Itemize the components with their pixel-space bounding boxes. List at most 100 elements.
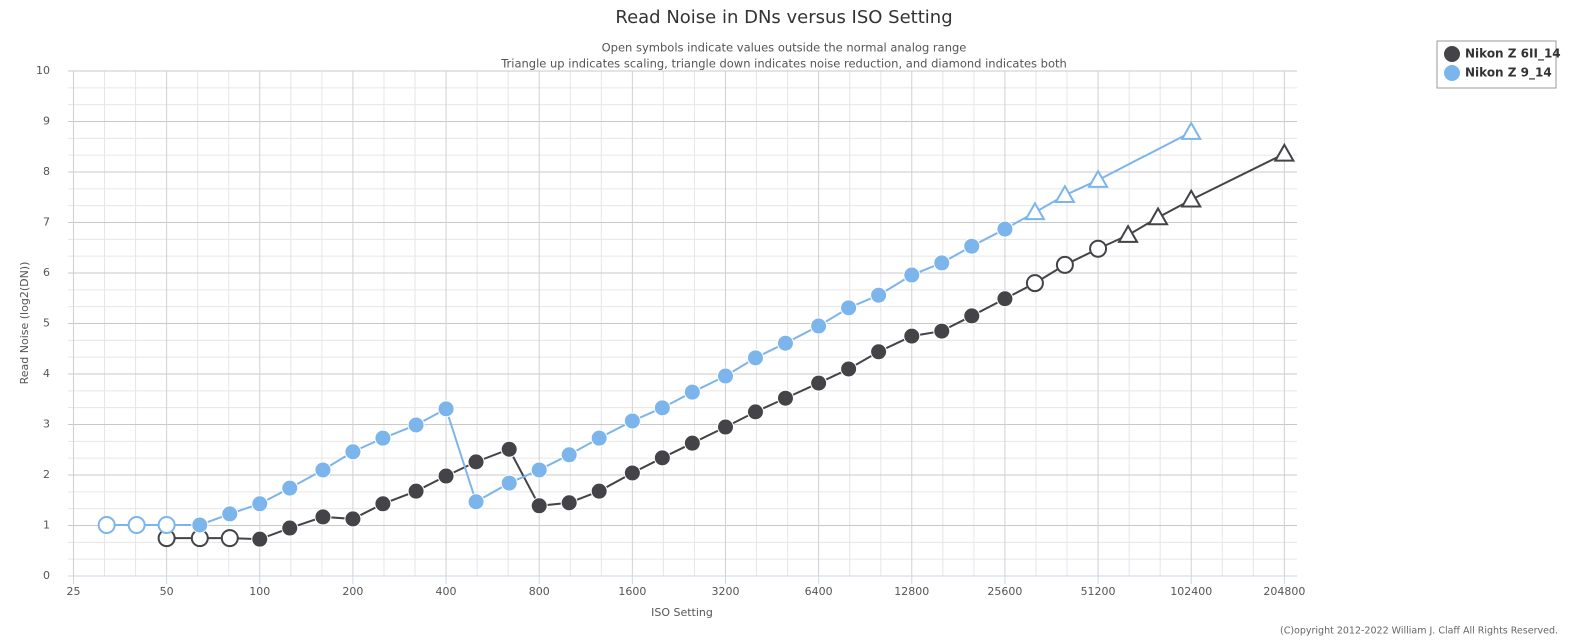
x-tick-label: 12800	[894, 585, 929, 598]
marker	[996, 290, 1014, 308]
marker	[933, 254, 951, 272]
marker	[623, 412, 641, 430]
marker	[344, 443, 362, 461]
x-tick-label: 6400	[805, 585, 833, 598]
legend-label[interactable]: Nikon Z 9_14	[1465, 66, 1552, 81]
marker	[840, 360, 858, 378]
marker	[776, 389, 794, 407]
grid: 0 1 2 3 4 5 6 7 8 9 10 25 50 100 200 400 800 1600 3200 6400…	[36, 64, 1305, 598]
marker	[191, 516, 209, 534]
marker	[220, 529, 239, 548]
x-tick-label: 400	[436, 585, 457, 598]
marker	[500, 440, 518, 458]
marker	[1089, 239, 1108, 258]
marker	[870, 286, 888, 304]
y-tick-label: 5	[43, 317, 50, 330]
x-tick-label: 800	[529, 585, 550, 598]
y-tick-label: 10	[36, 64, 50, 77]
marker	[716, 418, 734, 436]
chart-subtitle: Triangle up indicates scaling, triangle …	[500, 57, 1067, 71]
y-tick-label: 6	[43, 266, 50, 279]
y-tick-label: 7	[43, 216, 50, 229]
marker	[590, 429, 608, 447]
marker	[653, 449, 671, 467]
marker	[870, 343, 888, 361]
marker	[467, 453, 485, 471]
y-tick-label: 3	[43, 418, 50, 431]
y-tick-label: 9	[43, 115, 50, 128]
marker	[1273, 142, 1296, 162]
marker	[251, 495, 269, 513]
marker	[746, 403, 764, 421]
marker	[963, 307, 981, 325]
chart-subtitle: Open symbols indicate values outside the…	[602, 41, 967, 55]
marker	[314, 461, 332, 479]
x-tick-label: 204800	[1263, 585, 1305, 598]
marker	[437, 400, 455, 418]
marker	[530, 497, 548, 515]
marker	[560, 446, 578, 464]
plot-area	[97, 121, 1296, 548]
marker	[1180, 121, 1202, 140]
x-tick-label: 200	[342, 585, 363, 598]
marker	[1024, 201, 1046, 221]
marker	[437, 467, 455, 485]
marker	[407, 482, 425, 500]
marker	[314, 508, 332, 526]
marker	[281, 479, 299, 497]
marker	[840, 299, 858, 317]
marker	[500, 474, 518, 492]
x-tick-label: 1600	[618, 585, 646, 598]
y-axis-title: Read Noise (log2(DN))	[18, 262, 31, 385]
marker	[1117, 224, 1139, 243]
marker	[810, 374, 828, 392]
marker	[157, 515, 176, 534]
marker	[560, 494, 578, 512]
series-line	[106, 131, 1192, 526]
x-tick-label: 25	[66, 585, 80, 598]
x-tick-label: 102400	[1170, 585, 1212, 598]
marker	[903, 266, 921, 284]
marker	[251, 530, 269, 548]
marker	[903, 327, 921, 345]
marker	[407, 416, 425, 434]
marker	[1054, 184, 1076, 203]
marker	[623, 464, 641, 482]
y-tick-label: 0	[43, 569, 50, 582]
legend-marker[interactable]	[1444, 65, 1460, 81]
marker	[374, 429, 392, 447]
x-tick-label: 3200	[711, 585, 739, 598]
copyright: (C)opyright 2012-2022 William J. Claff A…	[1280, 626, 1558, 637]
y-tick-label: 1	[43, 519, 50, 532]
x-axis-title: ISO Setting	[651, 606, 713, 619]
legend-label[interactable]: Nikon Z 6II_14	[1465, 47, 1561, 62]
marker	[1025, 274, 1044, 293]
legend: Nikon Z 6II_14 Nikon Z 9_14	[1436, 40, 1561, 89]
marker	[776, 334, 794, 352]
marker	[963, 237, 981, 255]
marker	[590, 482, 608, 500]
marker	[746, 349, 764, 367]
legend-marker[interactable]	[1444, 46, 1460, 62]
marker	[1087, 169, 1109, 188]
y-tick-label: 2	[43, 468, 50, 481]
marker	[281, 519, 299, 537]
marker	[467, 493, 485, 511]
marker	[1055, 255, 1074, 274]
x-tick-label: 51200	[1081, 585, 1116, 598]
marker	[933, 322, 951, 340]
x-tick-label: 25600	[987, 585, 1022, 598]
marker	[127, 515, 146, 534]
marker	[716, 367, 734, 385]
marker	[221, 505, 239, 523]
y-tick-label: 4	[43, 367, 50, 380]
x-tick-label: 50	[160, 585, 174, 598]
marker	[97, 515, 116, 534]
marker	[653, 399, 671, 417]
marker	[683, 434, 701, 452]
marker	[810, 317, 828, 335]
marker	[996, 220, 1014, 238]
marker	[683, 383, 701, 401]
marker	[344, 510, 362, 528]
